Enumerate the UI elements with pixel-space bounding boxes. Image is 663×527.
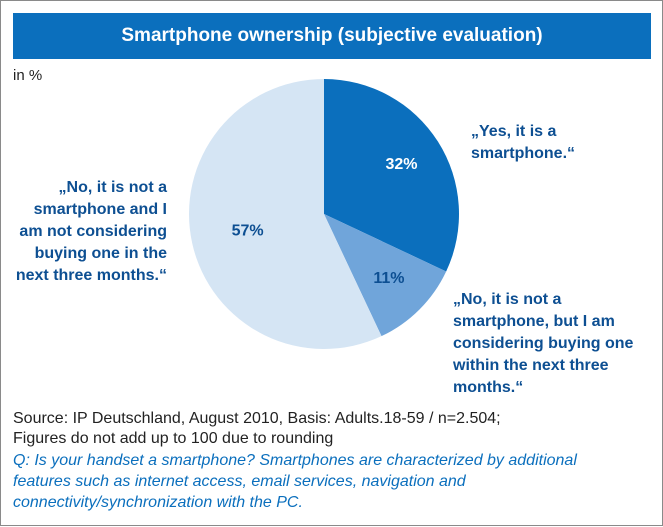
source-line: Source: IP Deutschland, August 2010, Bas…	[13, 410, 501, 427]
category-label: „Yes, it is a smartphone.“	[471, 123, 576, 162]
pie-slice	[324, 214, 447, 337]
pie-slice	[324, 79, 459, 272]
note: Q: Is your handset a smartphone? Smartph…	[13, 452, 577, 511]
category-label: „No, it is not a smartphone and I am not…	[15, 179, 167, 284]
source-line: Figures do not add up to 100 due to roun…	[13, 430, 334, 447]
subtitle: in %	[13, 67, 43, 84]
value-label: 11%	[373, 270, 404, 287]
pie-slice	[188, 78, 382, 350]
source: Source: IP Deutschland, August 2010, Bas…	[13, 409, 501, 449]
chart-title: Smartphone ownership (subjective evaluat…	[13, 13, 651, 59]
category-label: „No, it is not a smartphone, but I am co…	[453, 291, 634, 396]
value-label: 57%	[232, 222, 264, 239]
value-label: 32%	[385, 156, 417, 173]
